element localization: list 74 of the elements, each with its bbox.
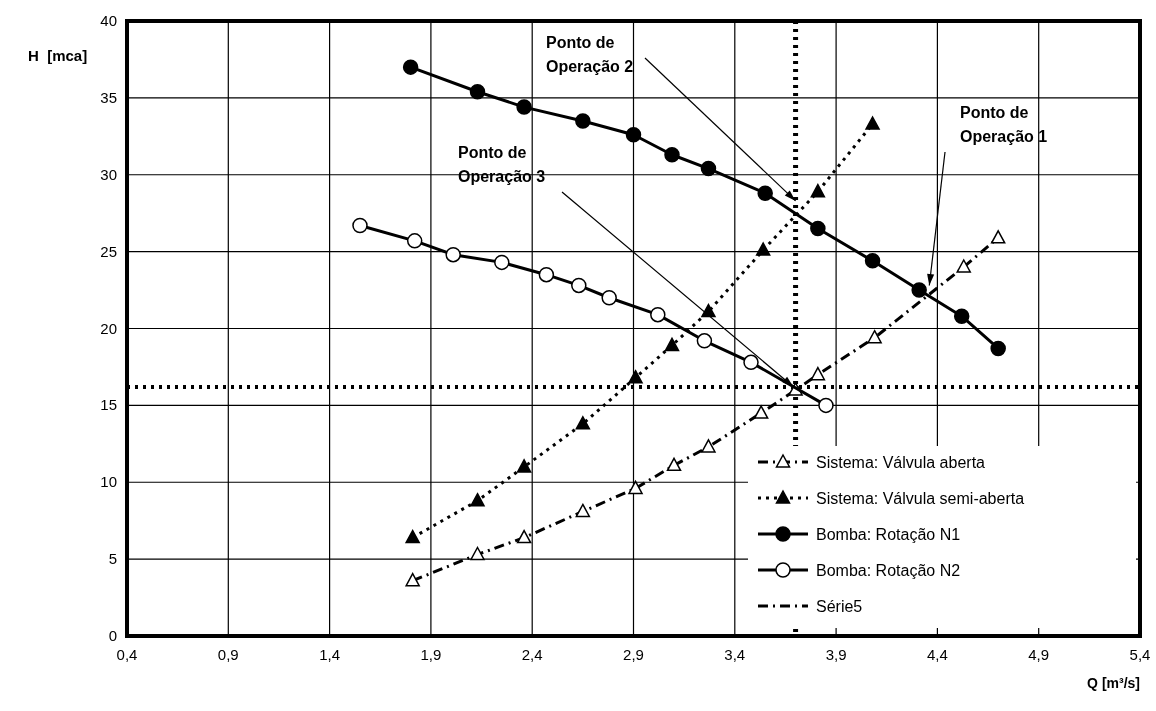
point [990,230,1006,244]
point [352,217,368,234]
point [402,59,419,75]
x-tick-label: 2,9 [623,646,644,663]
x-tick-label: 3,9 [825,646,847,663]
y-tick-label: 35 [100,88,117,106]
y-tick-label: 10 [100,473,117,491]
point [470,546,485,561]
point [575,503,591,518]
y-axis-title: H [mca] [28,47,88,64]
point [818,397,834,414]
point [743,354,759,371]
y-tick-label: 20 [100,319,117,337]
point [445,246,461,263]
x-tick-label: 0,4 [116,646,138,663]
point [664,337,680,352]
point [911,282,927,298]
legend-label: Sistema: Válvula semi-aberta [816,490,1025,507]
point [470,492,485,507]
point [575,113,591,129]
legend-label: Bomba: Rotação N1 [816,526,961,543]
y-tick-label: 40 [100,12,117,29]
point [755,242,771,256]
x-tick-label: 1,9 [420,646,442,663]
point [571,277,587,294]
point [666,457,682,472]
point [867,329,882,344]
x-tick-label: 0,9 [217,646,239,663]
point [810,366,826,381]
point [701,439,716,453]
point [810,183,826,198]
point [990,340,1006,357]
x-tick-label: 3,4 [724,646,746,663]
point [469,83,486,100]
y-tick-label: 30 [100,165,117,183]
point [650,306,666,323]
point [494,254,510,271]
x-tick-label: 5,4 [1129,646,1151,663]
point [575,416,591,430]
legend-label: Bomba: Rotação N2 [816,562,961,579]
point [753,405,769,419]
point [628,480,643,495]
point [864,253,881,269]
annotation: Ponto de Operação 2 [546,34,634,75]
x-axis-title: Q [m³/s] [1087,675,1140,691]
point [405,572,420,587]
point [810,220,826,237]
point [516,459,532,473]
x-tick-label: 1,4 [319,646,341,663]
point [865,116,880,130]
point [625,127,642,143]
point [700,160,717,177]
point [953,308,970,324]
point [696,333,713,349]
point [757,185,773,201]
legend-label: Série5 [816,598,863,615]
point [406,233,423,249]
point [956,259,971,273]
legend-label: Sistema: Válvula aberta [816,454,986,471]
y-tick-label: 5 [108,550,117,568]
y-tick-label: 0 [108,627,117,644]
point [538,266,555,283]
x-tick-label: 4,4 [926,646,948,663]
annotation: Ponto de Operação 1 [960,104,1048,145]
y-tick-label: 25 [100,242,117,260]
point [601,290,617,306]
x-tick-label: 4,9 [1028,646,1050,663]
point [405,529,420,544]
point [516,99,532,115]
point [664,147,680,163]
y-tick-label: 15 [100,396,117,414]
x-tick-label: 2,4 [521,646,543,663]
point [516,529,532,544]
point [628,369,643,384]
